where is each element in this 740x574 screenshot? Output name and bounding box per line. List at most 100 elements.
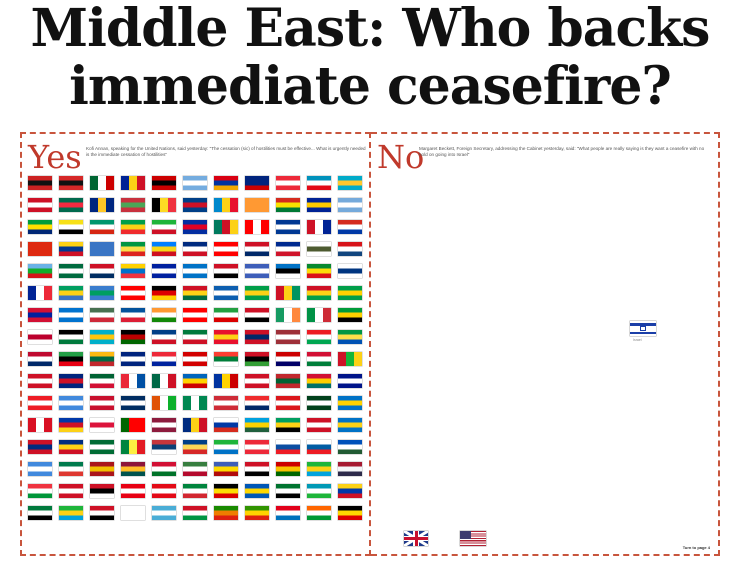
flag-cell [214,440,238,454]
flag-icon [90,374,114,388]
flag-cell [152,440,176,454]
flag-cell [338,264,362,278]
flag-icon [90,352,114,366]
flag-icon [214,242,238,256]
flag-icon [276,286,300,300]
flag-icon [59,308,83,322]
flag-icon [59,440,83,454]
flag-icon [307,220,331,234]
flag-icon [307,374,331,388]
flag-cell [214,176,238,190]
flag-icon [338,198,362,212]
flag-icon [28,418,52,432]
flag-icon [28,462,52,476]
flag-icon [59,242,83,256]
flag-icon [152,176,176,190]
flag-icon [183,330,207,344]
flag-icon [121,176,145,190]
no-title: No [377,138,425,176]
flag-cell [121,264,145,278]
flag-icon [338,440,362,454]
flag-icon [307,198,331,212]
flag-icon [245,418,269,432]
flag-cell [59,264,83,278]
flag-cell [214,462,238,476]
flag-icon [276,440,300,454]
flag-cell [245,198,269,212]
flag-cell [90,374,114,388]
flag-icon [152,506,176,520]
flag-icon [59,286,83,300]
flag-icon [28,374,52,388]
flag-icon [90,484,114,498]
flag-cell [183,242,207,256]
headline: Middle East: Who backs immediate ceasefi… [0,0,740,116]
flag-cell [307,286,331,300]
flag-cell [338,374,362,388]
flag-icon [152,352,176,366]
flag-icon [245,396,269,410]
flag-cell [183,506,207,520]
flag-cell [28,352,52,366]
flag-icon [28,506,52,520]
flag-icon [59,506,83,520]
flag-icon [276,418,300,432]
flag-icon [338,242,362,256]
flag-cell [245,352,269,366]
flag-icon [183,462,207,476]
flag-icon [307,286,331,300]
flag-icon [245,462,269,476]
flag-icon [28,396,52,410]
flag-icon [214,352,238,366]
flag-cell [59,176,83,190]
flag-icon [307,308,331,322]
flag-icon [338,484,362,498]
flag-icon [59,176,83,190]
flag-cell [90,242,114,256]
flag-cell [59,462,83,476]
flag-cell [338,286,362,300]
flag-icon [214,330,238,344]
flag-cell [152,506,176,520]
flag-icon [28,308,52,322]
flag-cell [183,264,207,278]
flag-cell [59,396,83,410]
flag-cell [90,264,114,278]
flag-icon [121,330,145,344]
flag-icon [121,484,145,498]
flag-cell [59,308,83,322]
flag-icon [121,374,145,388]
flag-icon [307,396,331,410]
flag-icon [59,374,83,388]
flag-icon [152,242,176,256]
flag-icon [276,330,300,344]
flag-icon [90,418,114,432]
flag-cell [307,198,331,212]
flag-cell [59,198,83,212]
flag-cell [121,352,145,366]
flag-cell [338,198,362,212]
flag-cell [307,374,331,388]
flag-cell [276,352,300,366]
flag-icon [28,176,52,190]
flag-icon [338,264,362,278]
flag-icon [307,264,331,278]
flag-icon [214,374,238,388]
flag-icon [276,176,300,190]
flag-icon [121,286,145,300]
flag-icon [338,462,362,476]
no-panel: No Margaret Beckett, Foreign Secretary, … [371,132,720,556]
flag-cell [59,242,83,256]
israel-caption: Israel [633,338,642,342]
flag-cell [338,462,362,476]
flag-icon [28,198,52,212]
flag-icon [152,374,176,388]
flag-icon [121,220,145,234]
flag-icon [59,264,83,278]
flag-icon [183,198,207,212]
flag-icon [28,330,52,344]
flag-cell [214,330,238,344]
flag-cell [245,374,269,388]
flag-cell [307,352,331,366]
flag-cell [59,484,83,498]
